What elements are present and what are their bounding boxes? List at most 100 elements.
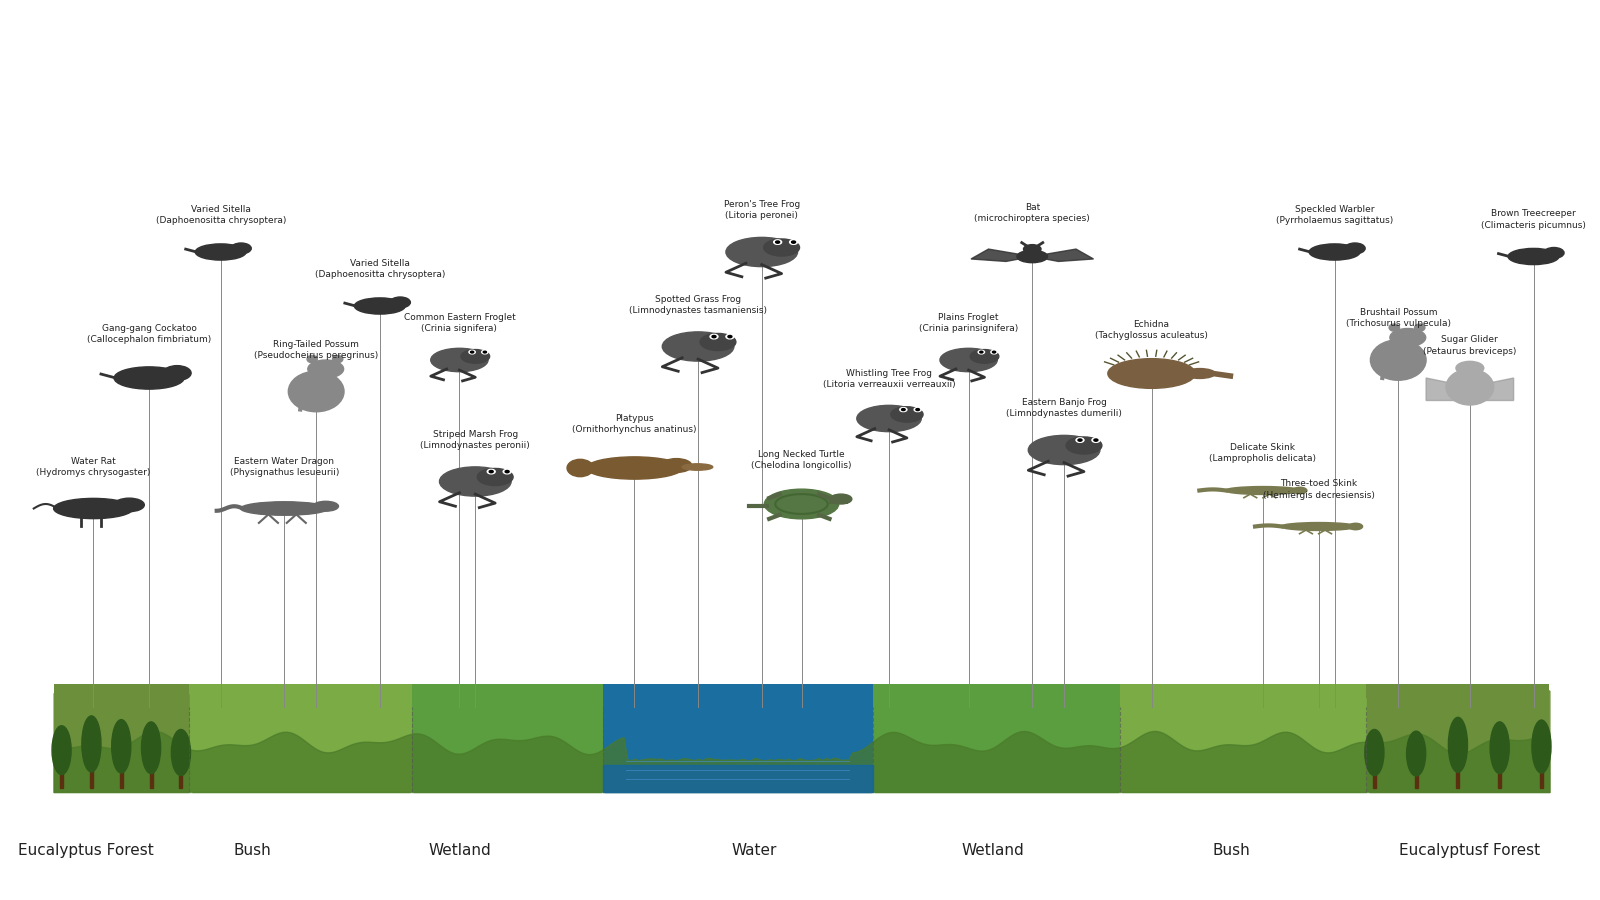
Ellipse shape: [288, 371, 344, 412]
Bar: [1541, 769, 1542, 788]
Ellipse shape: [1317, 247, 1352, 254]
Ellipse shape: [1018, 250, 1048, 263]
Text: Wetland: Wetland: [962, 843, 1024, 858]
Ellipse shape: [171, 730, 190, 776]
Ellipse shape: [891, 407, 923, 422]
Bar: [1456, 768, 1459, 788]
Ellipse shape: [141, 722, 160, 774]
Ellipse shape: [1448, 717, 1467, 772]
Polygon shape: [971, 249, 1032, 261]
Bar: [603, 765, 874, 792]
Ellipse shape: [789, 240, 797, 245]
Ellipse shape: [114, 499, 144, 511]
Text: Delicate Skink
(Lampropholis delicata): Delicate Skink (Lampropholis delicata): [1210, 444, 1317, 464]
Text: Whistling Tree Frog
(Litoria verreauxii verreauxii): Whistling Tree Frog (Litoria verreauxii …: [822, 369, 955, 389]
Text: Platypus
(Ornithorhynchus anatinus): Platypus (Ornithorhynchus anatinus): [573, 414, 696, 435]
Ellipse shape: [440, 467, 510, 496]
Ellipse shape: [483, 351, 486, 353]
Bar: [90, 768, 93, 788]
Ellipse shape: [1293, 487, 1307, 494]
Ellipse shape: [901, 409, 906, 410]
Text: Eastern Banjo Frog
(Limnodynastes dumerili): Eastern Banjo Frog (Limnodynastes dumeri…: [1006, 399, 1122, 418]
Text: Bat
(microchiroptera species): Bat (microchiroptera species): [974, 202, 1090, 223]
Ellipse shape: [1024, 245, 1042, 254]
Text: Brown Treecreeper
(Climacteris picumnus): Brown Treecreeper (Climacteris picumnus): [1482, 210, 1586, 230]
Text: Striped Marsh Frog
(Limnodynastes peronii): Striped Marsh Frog (Limnodynastes peroni…: [421, 430, 530, 450]
Ellipse shape: [979, 351, 982, 353]
Ellipse shape: [1066, 437, 1102, 454]
Ellipse shape: [1091, 437, 1099, 442]
Ellipse shape: [430, 348, 488, 372]
Polygon shape: [1426, 378, 1470, 400]
Text: Spotted Grass Frog
(Limnodynastes tasmaniensis): Spotted Grass Frog (Limnodynastes tasman…: [629, 295, 766, 315]
Ellipse shape: [1094, 439, 1098, 441]
Ellipse shape: [899, 408, 907, 411]
Text: Bush: Bush: [234, 843, 272, 858]
Ellipse shape: [763, 239, 800, 256]
Ellipse shape: [1077, 437, 1083, 442]
Ellipse shape: [1029, 436, 1099, 464]
Ellipse shape: [354, 298, 405, 314]
Ellipse shape: [1078, 439, 1082, 441]
Ellipse shape: [502, 470, 510, 473]
Ellipse shape: [682, 464, 712, 470]
Ellipse shape: [726, 238, 797, 266]
Ellipse shape: [792, 241, 795, 243]
Ellipse shape: [830, 494, 851, 504]
Ellipse shape: [914, 408, 922, 411]
Ellipse shape: [586, 457, 683, 479]
Text: Water: Water: [731, 843, 776, 858]
Ellipse shape: [1456, 362, 1483, 374]
Ellipse shape: [53, 725, 70, 775]
Bar: [1498, 769, 1501, 788]
Ellipse shape: [776, 241, 779, 243]
Bar: [120, 769, 123, 788]
Ellipse shape: [710, 335, 718, 339]
Ellipse shape: [470, 351, 474, 353]
Text: Gang-gang Cockatoo
(Callocephalon fimbriatum): Gang-gang Cockatoo (Callocephalon fimbri…: [86, 324, 211, 344]
Ellipse shape: [915, 409, 920, 410]
Ellipse shape: [1226, 487, 1301, 494]
Bar: [603, 684, 874, 792]
Ellipse shape: [1389, 324, 1400, 331]
Ellipse shape: [1509, 248, 1558, 265]
Text: Plains Froglet
(Crinia parinsignifera): Plains Froglet (Crinia parinsignifera): [918, 313, 1018, 333]
Ellipse shape: [990, 350, 997, 354]
Ellipse shape: [712, 336, 715, 338]
Ellipse shape: [566, 459, 594, 477]
Ellipse shape: [1371, 339, 1426, 380]
Ellipse shape: [1309, 244, 1360, 260]
Ellipse shape: [125, 371, 173, 381]
Ellipse shape: [307, 356, 317, 363]
Ellipse shape: [114, 367, 184, 389]
Text: Water Rat
(Hydromys chrysogaster): Water Rat (Hydromys chrysogaster): [37, 457, 150, 477]
Ellipse shape: [490, 471, 493, 473]
Text: Eucalyptus Forest: Eucalyptus Forest: [18, 843, 154, 858]
Ellipse shape: [333, 356, 342, 363]
Text: Ring-Tailed Possum
(Pseudocheirus peregrinus): Ring-Tailed Possum (Pseudocheirus peregr…: [254, 340, 378, 360]
Ellipse shape: [469, 350, 475, 354]
Text: Varied Sitella
(Daphoenositta chrysoptera): Varied Sitella (Daphoenositta chrysopter…: [315, 259, 445, 279]
Bar: [1414, 771, 1418, 788]
Ellipse shape: [390, 297, 410, 308]
Ellipse shape: [203, 247, 238, 254]
Ellipse shape: [506, 471, 509, 473]
Bar: [179, 771, 182, 788]
Ellipse shape: [1490, 722, 1509, 773]
Text: Speckled Warbler
(Pyrrholaemus sagittatus): Speckled Warbler (Pyrrholaemus sagittatu…: [1275, 205, 1394, 225]
Ellipse shape: [1390, 328, 1426, 346]
Text: Eastern Water Dragon
(Physignathus lesueurii): Eastern Water Dragon (Physignathus lesue…: [230, 457, 339, 477]
Ellipse shape: [82, 716, 101, 772]
Text: Varied Sitella
(Daphoenositta chrysoptera): Varied Sitella (Daphoenositta chrysopter…: [155, 205, 286, 225]
Ellipse shape: [1531, 720, 1550, 773]
Ellipse shape: [307, 360, 344, 378]
Ellipse shape: [728, 336, 731, 338]
Bar: [411, 684, 603, 792]
Polygon shape: [1032, 249, 1093, 261]
Bar: [1366, 684, 1549, 792]
Ellipse shape: [726, 335, 734, 339]
Bar: [1120, 684, 1366, 792]
Ellipse shape: [939, 348, 997, 372]
Text: Long Necked Turtle
(Chelodina longicollis): Long Necked Turtle (Chelodina longicolli…: [752, 450, 851, 470]
Ellipse shape: [1517, 251, 1550, 258]
